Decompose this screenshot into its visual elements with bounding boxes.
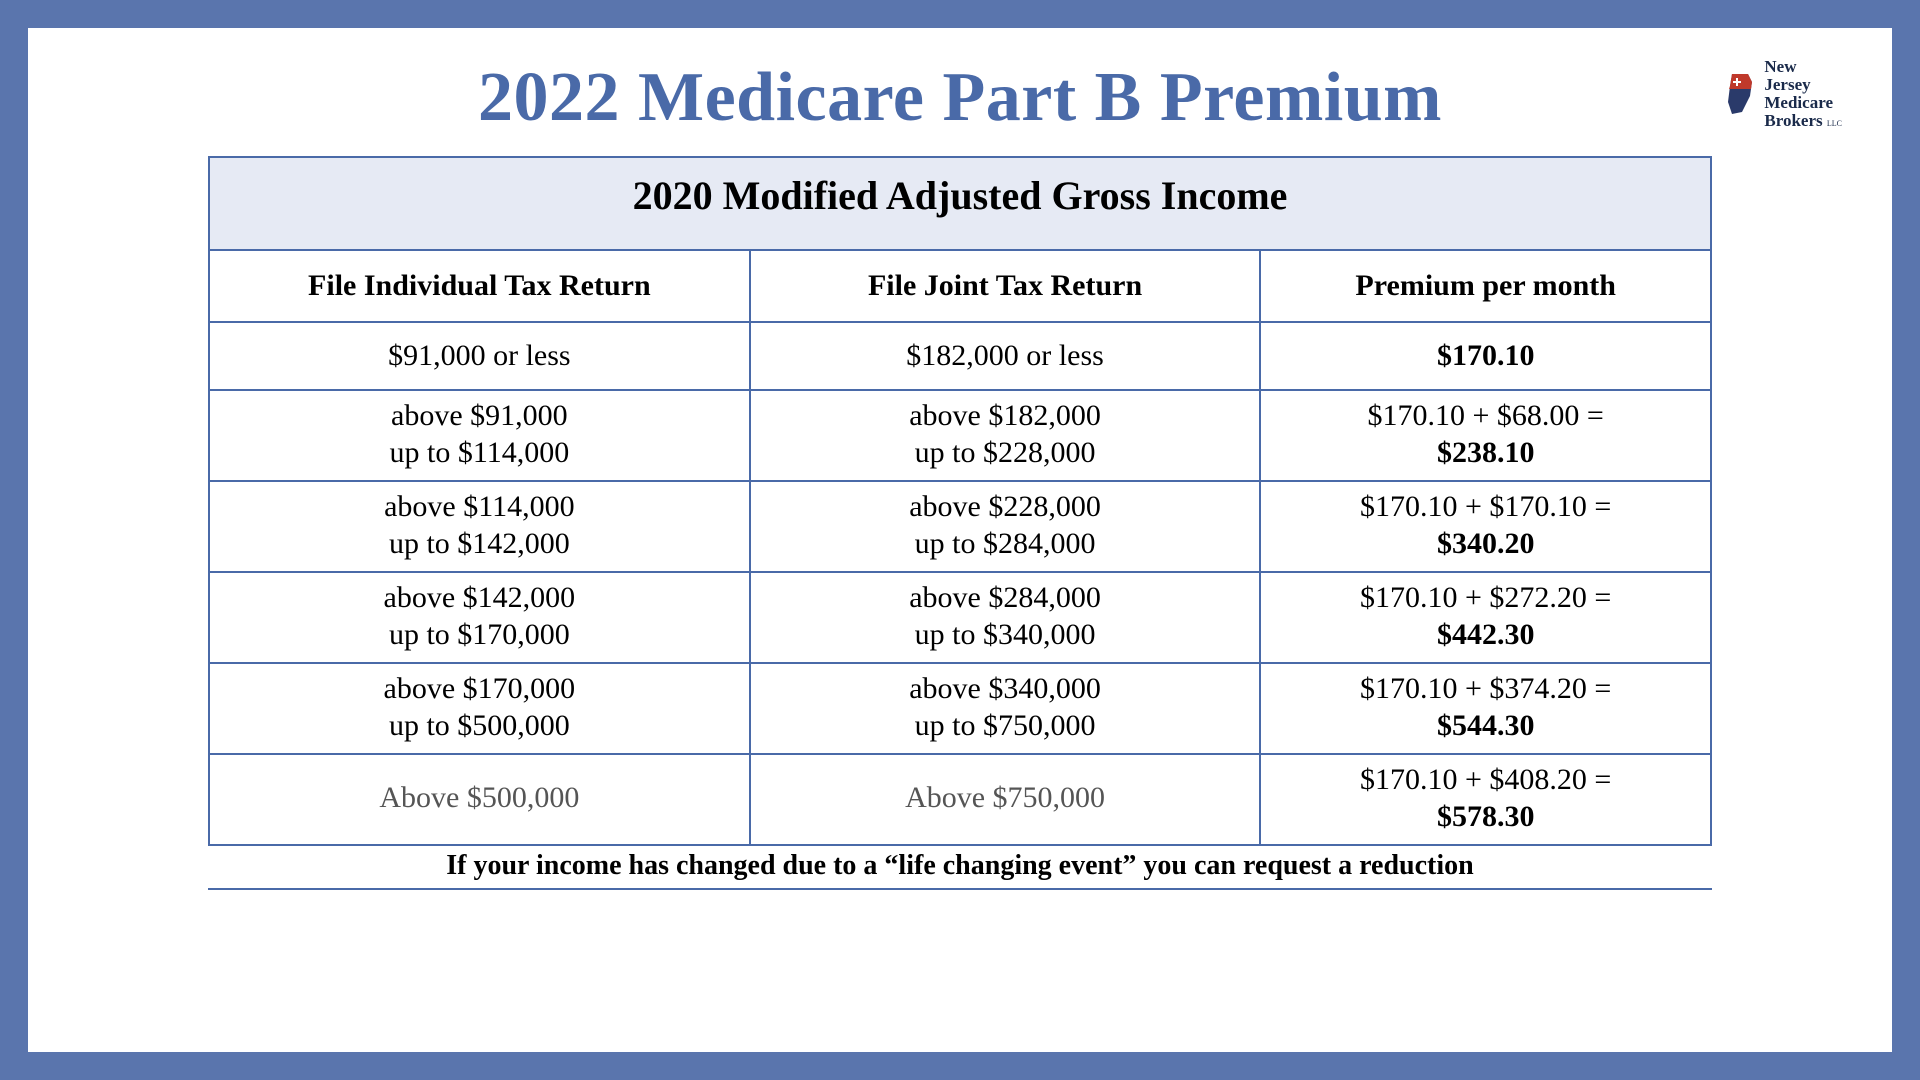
table-title-row: 2020 Modified Adjusted Gross Income <box>209 157 1711 250</box>
table-row: above $91,000 up to $114,000 above $182,… <box>209 390 1711 481</box>
footnote-wrap: If your income has changed due to a “lif… <box>208 850 1712 890</box>
cell-joint: above $340,000 up to $750,000 <box>750 663 1261 754</box>
table-row: above $170,000 up to $500,000 above $340… <box>209 663 1711 754</box>
cell-individual: above $114,000 up to $142,000 <box>209 481 750 572</box>
cell-premium: $170.10 + $408.20 = $578.30 <box>1260 754 1711 845</box>
page-title: 2022 Medicare Part B Premium <box>68 58 1852 138</box>
logo-line1: New <box>1764 58 1842 76</box>
cell-joint: above $284,000 up to $340,000 <box>750 572 1261 663</box>
premium-table: 2020 Modified Adjusted Gross Income File… <box>208 156 1712 846</box>
brand-logo: New Jersey Medicare Brokers LLC <box>1722 58 1842 129</box>
logo-line2: Jersey <box>1764 76 1842 94</box>
cell-premium: $170.10 + $68.00 = $238.10 <box>1260 390 1711 481</box>
cell-premium: $170.10 + $374.20 = $544.30 <box>1260 663 1711 754</box>
cell-individual: Above $500,000 <box>209 754 750 845</box>
table-row: above $142,000 up to $170,000 above $284… <box>209 572 1711 663</box>
table-row: $91,000 or less $182,000 or less $170.10 <box>209 322 1711 390</box>
cell-individual: above $142,000 up to $170,000 <box>209 572 750 663</box>
table-row: above $114,000 up to $142,000 above $228… <box>209 481 1711 572</box>
footnote-text: If your income has changed due to a “lif… <box>208 850 1712 890</box>
cell-premium: $170.10 + $170.10 = $340.20 <box>1260 481 1711 572</box>
table-column-headers: File Individual Tax Return File Joint Ta… <box>209 250 1711 322</box>
logo-line3: Medicare <box>1764 94 1842 112</box>
cell-joint: Above $750,000 <box>750 754 1261 845</box>
page: New Jersey Medicare Brokers LLC 2022 Med… <box>28 28 1892 1052</box>
cell-joint: above $228,000 up to $284,000 <box>750 481 1261 572</box>
col-header-premium: Premium per month <box>1260 250 1711 322</box>
brand-logo-text: New Jersey Medicare Brokers LLC <box>1764 58 1842 129</box>
cell-premium: $170.10 <box>1260 322 1711 390</box>
cell-individual: above $170,000 up to $500,000 <box>209 663 750 754</box>
table-title-cell: 2020 Modified Adjusted Gross Income <box>209 157 1711 250</box>
premium-table-wrap: 2020 Modified Adjusted Gross Income File… <box>208 156 1712 846</box>
table-row: Above $500,000 Above $750,000 $170.10 + … <box>209 754 1711 845</box>
cell-individual: $91,000 or less <box>209 322 750 390</box>
cell-joint: above $182,000 up to $228,000 <box>750 390 1261 481</box>
table-body: $91,000 or less $182,000 or less $170.10… <box>209 322 1711 845</box>
nj-state-icon <box>1722 72 1758 116</box>
cell-joint: $182,000 or less <box>750 322 1261 390</box>
logo-line4: Brokers LLC <box>1764 112 1842 130</box>
cell-individual: above $91,000 up to $114,000 <box>209 390 750 481</box>
col-header-individual: File Individual Tax Return <box>209 250 750 322</box>
cell-premium: $170.10 + $272.20 = $442.30 <box>1260 572 1711 663</box>
col-header-joint: File Joint Tax Return <box>750 250 1261 322</box>
